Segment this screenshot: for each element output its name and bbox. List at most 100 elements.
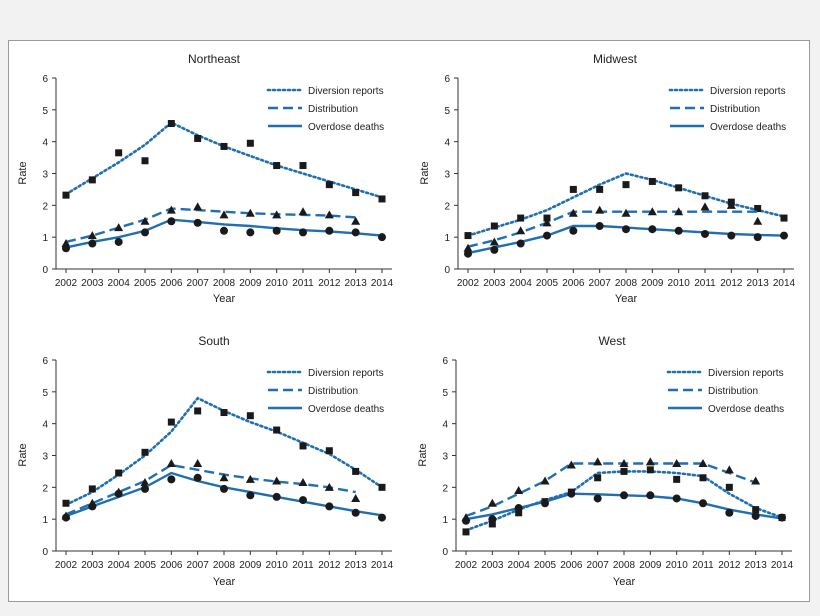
chart-title: Northeast [188, 52, 241, 66]
x-tick-label: 2007 [187, 560, 210, 571]
data-point-diversion [246, 412, 254, 420]
data-point-distribution [193, 458, 203, 467]
data-point-overdose [488, 515, 497, 524]
legend-label-distribution: Distribution [308, 386, 358, 397]
data-point-diversion [246, 139, 254, 147]
data-point-overdose [299, 496, 307, 505]
data-point-overdose [567, 489, 576, 498]
data-point-diversion [725, 483, 733, 491]
data-point-diversion [754, 205, 762, 213]
x-tick-label: 2012 [718, 560, 741, 571]
data-point-distribution [351, 216, 361, 225]
data-point-distribution [272, 210, 282, 219]
x-tick-label: 2004 [108, 278, 131, 289]
data-point-diversion [115, 469, 123, 477]
data-point-overdose [620, 491, 628, 500]
data-point-diversion [490, 222, 498, 230]
data-point-distribution [621, 208, 631, 217]
data-point-diversion [194, 407, 202, 415]
x-tick-label: 2006 [160, 278, 183, 289]
data-point-diversion [141, 157, 149, 165]
data-point-diversion [596, 185, 604, 193]
data-point-overdose [246, 491, 255, 500]
data-point-overdose [462, 516, 470, 525]
data-point-diversion [115, 149, 123, 157]
data-point-diversion [88, 485, 96, 493]
y-tick-label: 0 [42, 547, 48, 558]
data-point-distribution [298, 207, 308, 216]
data-point-overdose [543, 231, 551, 240]
data-point-distribution [487, 498, 497, 507]
data-point-overdose [674, 226, 683, 235]
x-tick-label: 2002 [455, 560, 478, 571]
data-point-overdose [325, 226, 334, 235]
data-point-distribution [674, 207, 684, 216]
data-point-distribution [298, 478, 308, 487]
y-tick-label: 1 [444, 233, 450, 244]
data-point-overdose [167, 217, 176, 226]
y-tick-label: 0 [442, 547, 448, 558]
y-tick-label: 2 [42, 201, 48, 212]
data-point-overdose [699, 499, 707, 508]
x-tick-label: 2009 [239, 278, 262, 289]
x-axis-label: Year [213, 576, 236, 588]
data-point-distribution [726, 200, 736, 209]
data-point-overdose [193, 473, 202, 482]
data-point-overdose [378, 233, 386, 242]
data-point-overdose [646, 491, 655, 500]
x-tick-label: 2008 [213, 560, 236, 571]
data-point-overdose [593, 494, 602, 503]
data-point-distribution [645, 457, 655, 466]
x-tick-label: 2002 [55, 560, 78, 571]
x-tick-label: 2007 [589, 278, 612, 289]
data-point-distribution [245, 474, 255, 483]
data-point-diversion [488, 520, 496, 528]
data-point-overdose [88, 502, 97, 511]
data-point-overdose [569, 226, 578, 235]
data-point-distribution [114, 223, 124, 232]
y-tick-label: 6 [444, 74, 450, 85]
x-axis-label: Year [213, 293, 236, 305]
data-point-distribution [140, 478, 150, 487]
data-point-distribution [351, 493, 361, 502]
data-point-diversion [517, 214, 525, 222]
x-axis-label: Year [613, 576, 636, 588]
data-point-overdose [751, 511, 760, 520]
data-point-distribution [140, 216, 150, 225]
data-point-overdose [516, 239, 525, 248]
data-point-overdose [672, 494, 681, 503]
y-tick-label: 1 [442, 515, 448, 526]
series-line-distribution [465, 462, 757, 518]
data-point-diversion [167, 418, 175, 426]
data-point-overdose [490, 245, 499, 254]
data-point-distribution [489, 237, 499, 246]
data-point-distribution [219, 473, 229, 482]
x-tick-label: 2003 [81, 560, 104, 571]
x-tick-label: 2003 [483, 278, 506, 289]
data-point-diversion [622, 181, 630, 189]
data-point-distribution [272, 476, 282, 485]
data-point-overdose [648, 225, 657, 234]
y-tick-label: 2 [442, 483, 448, 494]
x-tick-label: 2008 [213, 278, 236, 289]
figure-frame [8, 40, 810, 602]
data-point-diversion [220, 409, 228, 417]
data-point-diversion [62, 499, 70, 507]
data-point-diversion [515, 509, 523, 517]
data-point-distribution [698, 458, 708, 467]
data-point-overdose [114, 489, 123, 498]
data-point-diversion [699, 474, 707, 482]
data-point-distribution [324, 482, 334, 491]
x-tick-label: 2006 [562, 278, 585, 289]
x-tick-label: 2007 [187, 278, 210, 289]
legend-label-distribution: Distribution [708, 386, 758, 397]
data-point-overdose [595, 222, 604, 231]
data-point-overdose [325, 502, 334, 511]
data-point-diversion [462, 528, 470, 536]
data-point-distribution [166, 205, 176, 214]
data-point-distribution [166, 458, 176, 467]
data-point-diversion [141, 448, 149, 456]
x-tick-label: 2013 [345, 560, 368, 571]
